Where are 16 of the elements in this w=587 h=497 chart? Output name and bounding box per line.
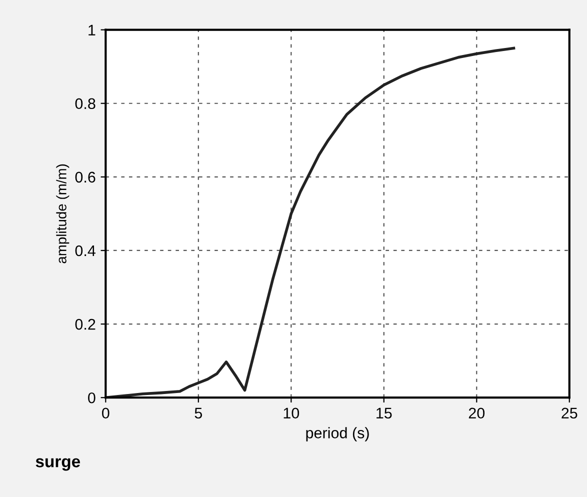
x-tick-label: 10 <box>284 408 300 419</box>
y-tick-label: 0.8 <box>75 98 96 110</box>
line-series <box>106 46 516 398</box>
x-tick-label: 25 <box>562 408 578 419</box>
x-tick-label: 5 <box>194 408 202 419</box>
y-tick-label: 0 <box>88 392 96 404</box>
x-tick-label: 0 <box>102 408 110 419</box>
y-axis-title: amplitude (m/m) <box>56 164 70 264</box>
y-tick-label: 0.2 <box>75 318 96 330</box>
text: surge <box>36 458 80 471</box>
y-tick-label: 0.6 <box>75 172 96 183</box>
x-tick-label: 20 <box>468 408 485 419</box>
y-tick-label: 1 <box>88 24 96 36</box>
x-tick-label: 15 <box>376 408 392 419</box>
x-axis-title: period (s) <box>306 427 369 442</box>
y-tick-label: 0.4 <box>75 245 96 256</box>
